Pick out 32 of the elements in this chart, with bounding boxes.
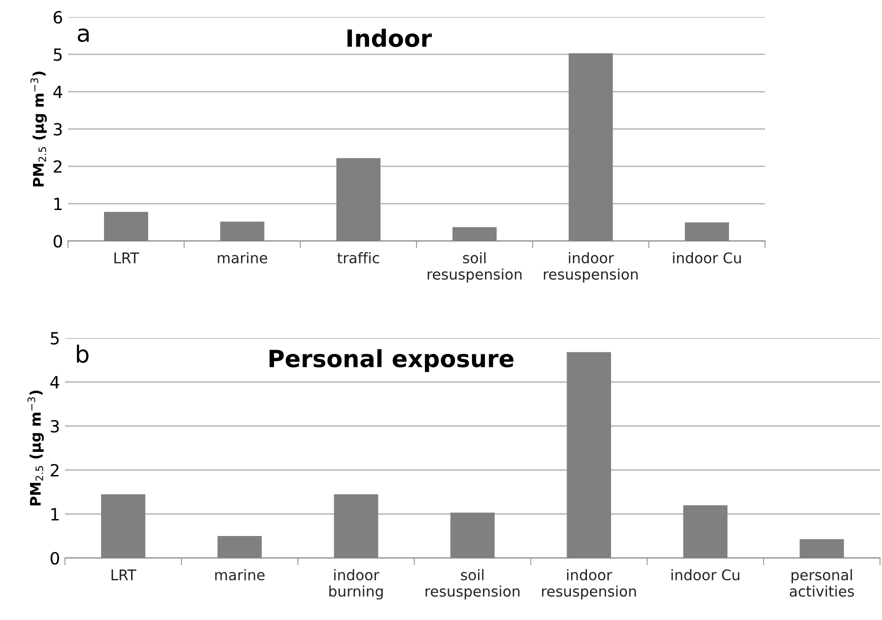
x-tick-label: soil resuspension <box>426 569 520 600</box>
y-tick-label: 4 <box>50 376 60 388</box>
x-tick-label: indoor resuspension <box>542 569 636 600</box>
chart-title: Indoor <box>348 28 432 48</box>
y-tick-label: 2 <box>54 160 62 173</box>
y-tick-label: 0 <box>50 552 60 565</box>
x-tick-label: personal activities <box>790 569 854 597</box>
y-tick-label: 5 <box>54 48 62 61</box>
y-axis-title: PM$_{2.5}$ (µg m$^{−3}$) <box>28 390 44 506</box>
annotation: a <box>78 28 89 42</box>
y-axis-title: PM$_{2.5}$ (µg m$^{−3}$) <box>30 72 47 186</box>
y-tick-label: 2 <box>50 464 58 476</box>
y-tick-label: 1 <box>54 198 62 210</box>
y-tick-label: 3 <box>54 122 62 136</box>
y-tick-label: 1 <box>51 508 59 520</box>
y-tick-label: 6 <box>54 10 62 24</box>
x-tick-label: indoor resuspension <box>544 252 638 283</box>
x-tick-label: indoor burning <box>329 569 383 600</box>
y-tick-label: 0 <box>54 234 62 248</box>
x-tick-label: LRT <box>112 570 136 580</box>
y-tick-label: 4 <box>53 86 62 98</box>
x-tick-label: soil resuspension <box>428 252 522 283</box>
x-tick-label: indoor Cu <box>672 569 740 580</box>
y-tick-label: 5 <box>50 332 59 345</box>
y-tick-label: 3 <box>50 420 59 433</box>
x-tick-label: traffic <box>337 252 380 264</box>
x-tick-label: marine <box>215 569 265 580</box>
x-tick-label: marine <box>218 252 268 264</box>
x-tick-label: indoor Cu <box>673 252 741 264</box>
chart-title: Personal exposure <box>270 349 514 372</box>
x-tick-label: LRT <box>114 252 140 264</box>
annotation: b <box>76 344 88 363</box>
